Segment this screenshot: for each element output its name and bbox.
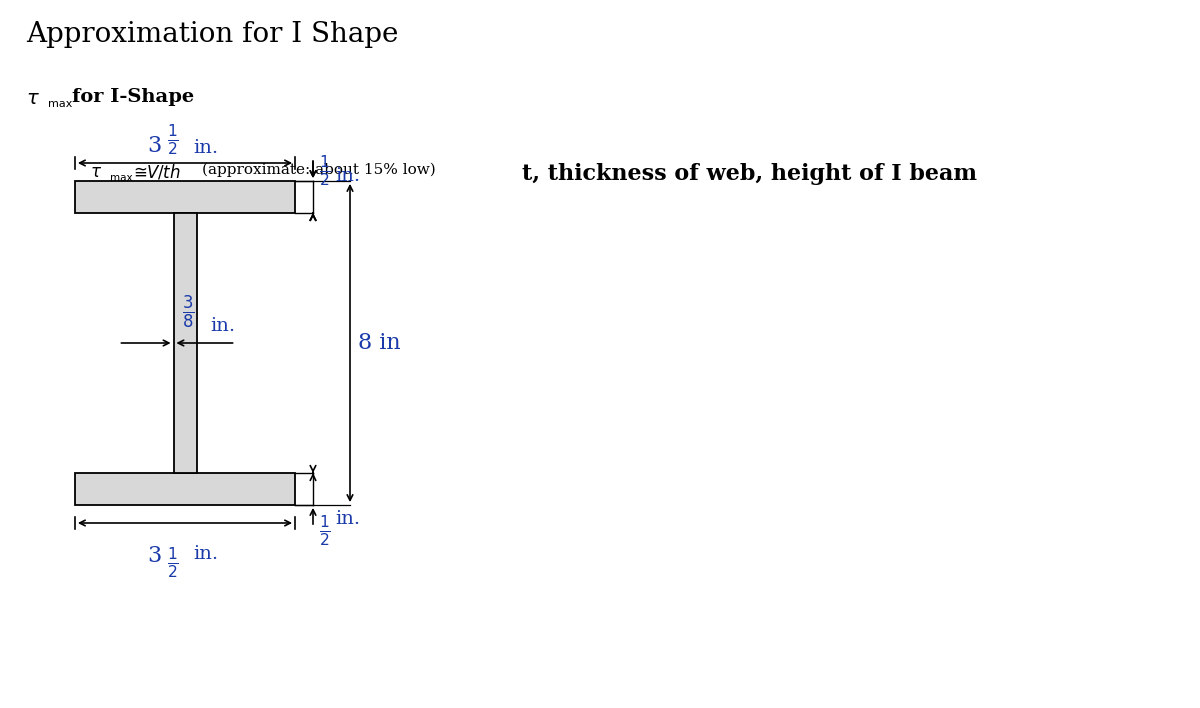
- Text: $\frac{1}{2}$: $\frac{1}{2}$: [167, 122, 179, 157]
- Bar: [74, 473, 295, 505]
- Bar: [174, 213, 197, 473]
- Text: in.: in.: [335, 510, 360, 528]
- Text: in.: in.: [210, 317, 235, 335]
- Text: $\frac{1}{2}$: $\frac{1}{2}$: [167, 545, 179, 580]
- Text: $\tau$: $\tau$: [26, 88, 41, 108]
- Text: $\frac{1}{2}$: $\frac{1}{2}$: [319, 513, 331, 548]
- Text: Approximation for I Shape: Approximation for I Shape: [26, 21, 398, 48]
- Text: $\frac{1}{2}$: $\frac{1}{2}$: [319, 154, 331, 188]
- Text: 3: 3: [148, 135, 161, 157]
- Text: in.: in.: [193, 139, 218, 157]
- Bar: [74, 181, 295, 213]
- Text: 3: 3: [148, 545, 161, 567]
- Text: 8 in: 8 in: [358, 332, 401, 354]
- Text: (approximate: about 15% low): (approximate: about 15% low): [202, 163, 436, 177]
- Text: t, thickness of web, height of I beam: t, thickness of web, height of I beam: [522, 163, 977, 185]
- Text: max: max: [48, 99, 72, 109]
- Text: $V/th$: $V/th$: [146, 163, 181, 182]
- Text: $\cong$: $\cong$: [130, 163, 146, 181]
- Text: max: max: [110, 173, 133, 183]
- Text: $\frac{3}{8}$: $\frac{3}{8}$: [181, 294, 194, 331]
- Text: $\tau$: $\tau$: [90, 163, 102, 181]
- Text: in.: in.: [193, 545, 218, 563]
- Text: for I-Shape: for I-Shape: [72, 88, 194, 106]
- Text: in.: in.: [335, 167, 360, 185]
